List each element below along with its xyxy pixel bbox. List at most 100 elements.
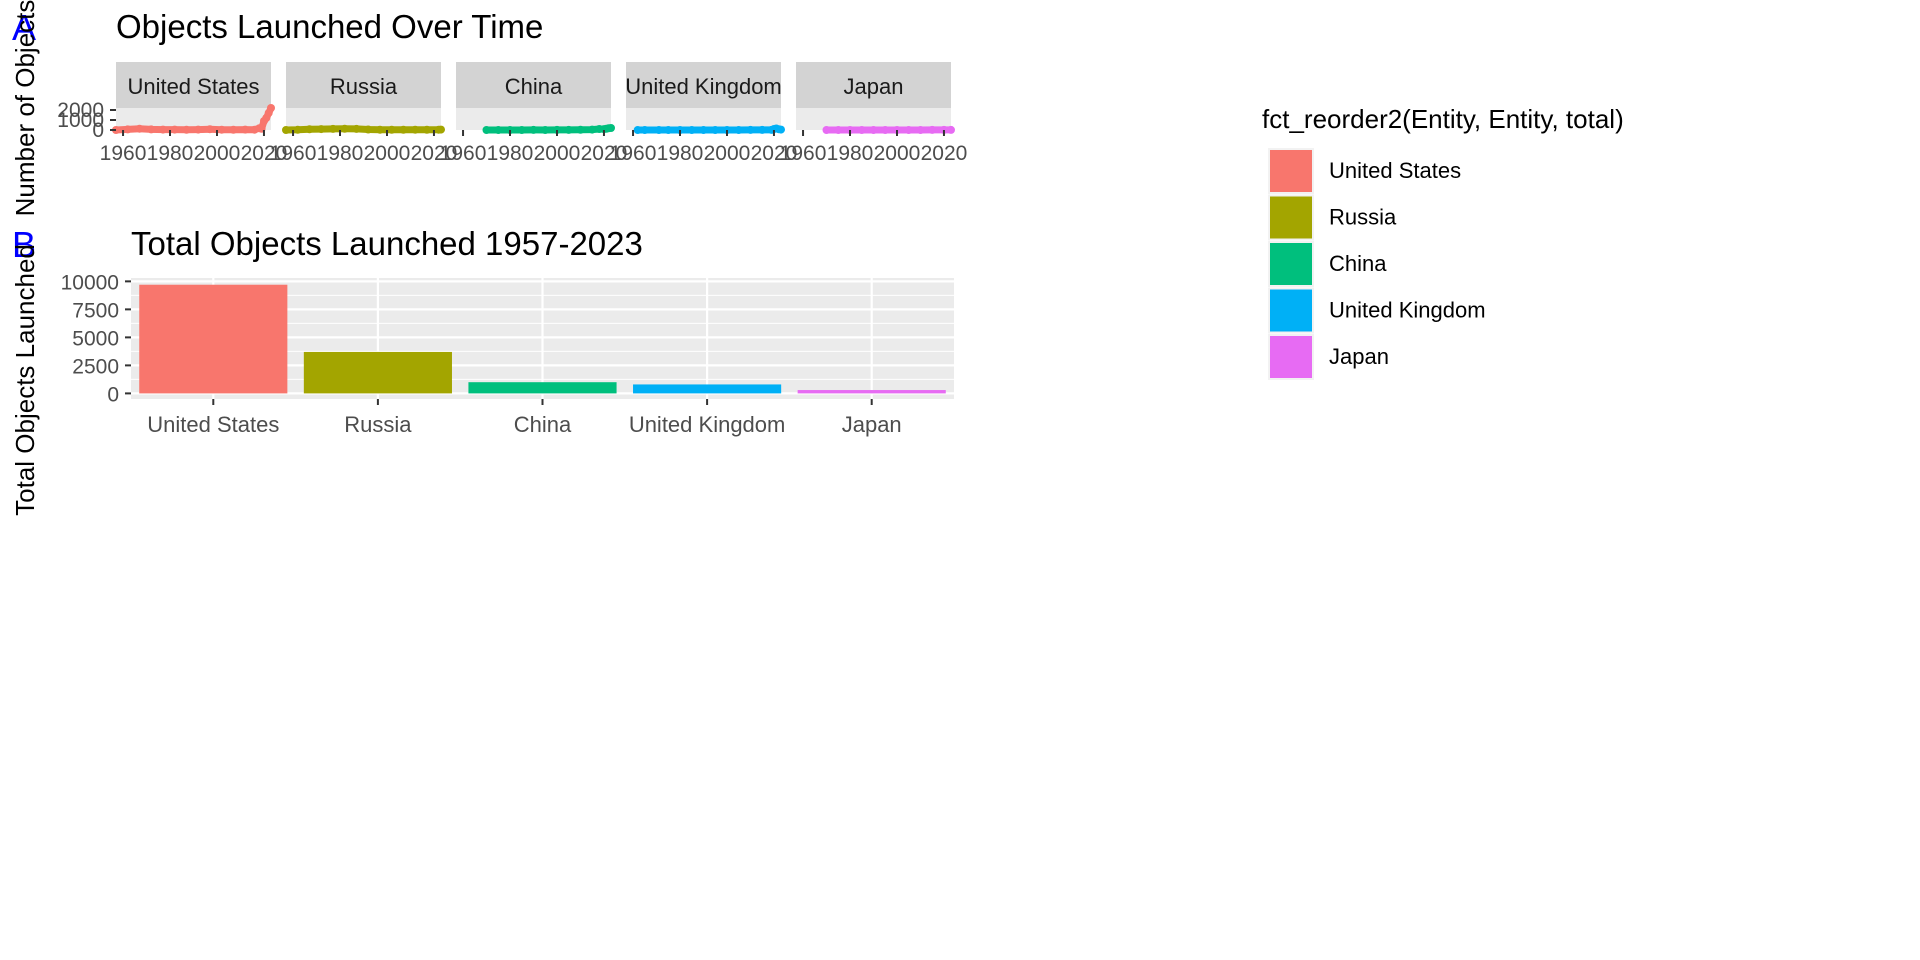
data-point [529, 125, 538, 134]
x-tick-label: 1960 [780, 142, 827, 165]
data-point [159, 125, 167, 134]
data-point [564, 125, 573, 134]
data-point [947, 125, 955, 134]
data-point [576, 125, 585, 134]
facet-panel [796, 108, 951, 130]
chart-b-bars [139, 284, 946, 394]
x-tick-label: 1980 [317, 142, 364, 165]
y-tick-label: 7500 [72, 299, 119, 322]
legend-swatch [1270, 196, 1312, 239]
data-point [399, 125, 408, 134]
chart-b-title: Total Objects Launched 1957-2023 [131, 225, 643, 262]
bar-russia [303, 351, 452, 394]
bar-japan [797, 390, 946, 394]
data-point [654, 126, 663, 134]
data-point [687, 126, 696, 134]
x-tick-label: 2000 [194, 142, 241, 165]
chart-a-title: Objects Launched Over Time [116, 8, 543, 45]
data-point [340, 124, 349, 133]
legend-swatch [1270, 150, 1312, 192]
facet-strip [796, 62, 951, 108]
data-point [553, 125, 561, 134]
data-point [607, 124, 615, 132]
x-tick-label: 1960 [440, 142, 487, 165]
facet-panel [116, 108, 271, 130]
data-point [940, 125, 948, 134]
data-point [822, 126, 831, 134]
data-point [305, 125, 314, 134]
legend-label: Russia [1329, 205, 1397, 230]
data-point [205, 125, 214, 134]
data-point [928, 125, 937, 134]
x-tick-label: 2000 [364, 142, 411, 165]
y-tick-label: 1000 [57, 109, 104, 132]
data-point [387, 125, 396, 134]
chart-a-ylabel: Number of Objects [10, 0, 40, 216]
legend-label: United States [1329, 158, 1461, 183]
facet-strip [456, 62, 611, 108]
data-point [217, 125, 226, 134]
facet-united-states: United States 1960 1980 2000 2020 [100, 62, 288, 165]
x-tick-label: 2000 [874, 142, 921, 165]
x-tick-label: 2000 [704, 142, 751, 165]
data-point [147, 125, 156, 134]
data-point [329, 124, 337, 133]
facet-panel [286, 108, 441, 130]
facet-china: China 1960 1980 2000 2020 [440, 62, 627, 165]
data-point [364, 125, 373, 134]
panel-tag-a: A [12, 7, 36, 48]
data-point [229, 125, 238, 134]
facet-united-kingdom: United Kingdom 1960 1980 2000 2020 [610, 62, 798, 165]
y-tick-label: 5000 [72, 327, 119, 350]
data-point [375, 125, 384, 134]
x-tick-label: 1980 [657, 142, 704, 165]
facet-strip [626, 62, 781, 108]
data-point [758, 125, 767, 134]
facet-panel [626, 108, 781, 130]
x-tick-label: 2020 [241, 142, 288, 165]
legend-swatch [1270, 289, 1312, 332]
facet-japan: Japan 1960 1980 2000 2020 [780, 62, 968, 165]
data-point [633, 126, 642, 134]
legend-label: Japan [1329, 344, 1389, 369]
legend-swatch [1270, 243, 1312, 285]
data-point [494, 126, 503, 134]
data-point [293, 125, 302, 134]
data-point [541, 126, 550, 134]
data-point [182, 125, 191, 134]
facet-strip-label: Russia [330, 74, 398, 99]
data-point [916, 126, 925, 134]
chart-b-ylabel: Total Objects Launched [10, 244, 40, 516]
data-point [777, 125, 785, 134]
facet-russia: Russia 1960 1980 2000 2020 [270, 62, 457, 165]
data-point [422, 125, 431, 134]
x-tick-label: 2020 [921, 142, 968, 165]
bar-china [468, 382, 617, 394]
legend-label: China [1329, 251, 1387, 276]
data-point [834, 126, 843, 134]
data-point [241, 125, 250, 134]
data-point [194, 125, 203, 134]
x-tick-label: 1980 [827, 142, 874, 165]
x-tick-label: 2020 [751, 142, 798, 165]
bar-united-kingdom [633, 384, 782, 394]
x-tick-label: Japan [842, 412, 902, 437]
panel-tag-b: B [12, 224, 36, 265]
data-point [352, 124, 361, 133]
data-point [711, 126, 720, 134]
y-tick-label: 0 [107, 383, 119, 406]
data-point [482, 126, 491, 134]
data-point [317, 125, 326, 134]
chart-b-axes: 0 2500 5000 7500 10000 United States Russia Chi… [61, 271, 902, 437]
facet-panel [456, 108, 611, 130]
facet-strip [286, 62, 441, 108]
data-point [282, 126, 290, 134]
x-tick-label: 1960 [100, 142, 147, 165]
y-tick-label: 0 [92, 119, 104, 142]
legend-swatch [1270, 336, 1312, 378]
y-tick-label: 2000 [57, 99, 104, 122]
data-point [904, 126, 913, 134]
